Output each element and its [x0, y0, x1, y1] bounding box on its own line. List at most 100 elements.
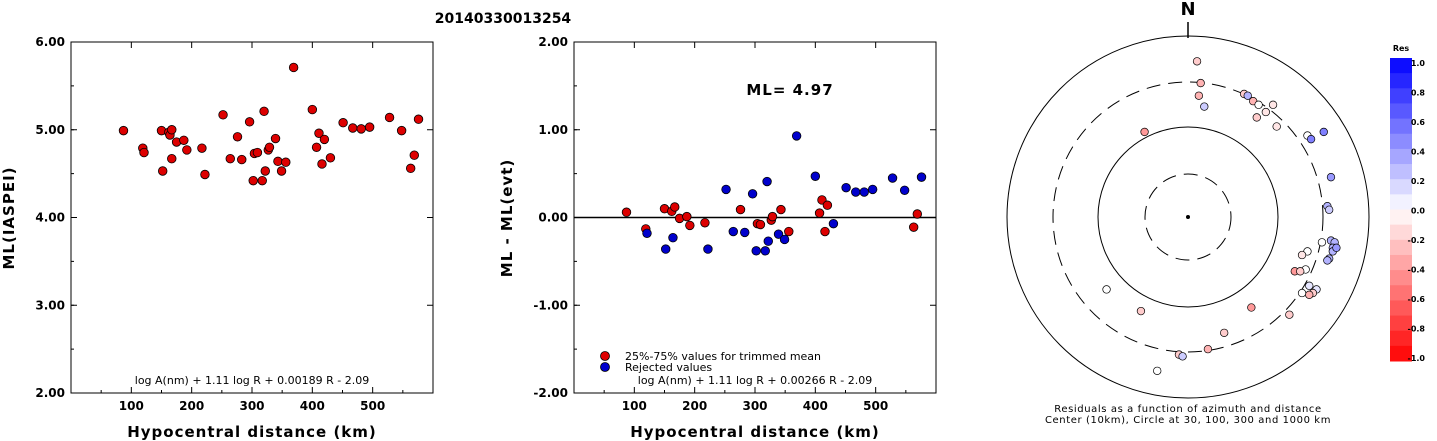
- p2-point-s1: [762, 176, 772, 187]
- p1-point-s0: [317, 159, 327, 169]
- polar-point: [1297, 288, 1307, 298]
- polar-caption-2: Center (10km), Circle at 30, 100, 300 an…: [1045, 415, 1331, 426]
- p2-point-s0: [755, 219, 766, 230]
- p1-point-s0: [232, 132, 243, 142]
- p2-point-s0: [814, 208, 825, 218]
- outer-circle: [1006, 35, 1370, 399]
- colorbar-tick-label: 1.0: [1411, 59, 1426, 68]
- p1-xtick-label: 200: [179, 399, 204, 413]
- colorbar-title: Res: [1393, 44, 1410, 53]
- p1-ytick-label: 5.00: [35, 123, 65, 137]
- colorbar-swatch: [1390, 118, 1412, 135]
- colorbar-swatch: [1390, 164, 1412, 180]
- colorbar-swatch: [1390, 88, 1412, 104]
- p1-point-s0: [311, 142, 322, 153]
- polar-point: [1254, 100, 1263, 109]
- p2-point-s0: [822, 200, 833, 210]
- polar-point: [1261, 107, 1270, 117]
- p2-xtick-label: 400: [803, 399, 828, 413]
- p1-point-s0: [270, 133, 281, 144]
- p2-ytick-label: -1.00: [533, 298, 568, 312]
- p1-point-s0: [252, 147, 263, 158]
- p1-ytick-label: 6.00: [35, 35, 65, 49]
- colorbar-swatch: [1390, 285, 1412, 301]
- polar-point: [1305, 290, 1314, 299]
- polar-point: [1196, 78, 1205, 88]
- polar-caption-1: Residuals as a function of azimuth and d…: [1054, 404, 1322, 415]
- p1-xtick-label: 300: [239, 399, 264, 413]
- colorbar-tick-label: 0.2: [1411, 177, 1425, 186]
- legend-label-trimmed: 25%-75% values for trimmed mean: [625, 350, 821, 363]
- p2-point-s0: [685, 220, 695, 231]
- p2-point-s0: [682, 211, 692, 222]
- p1-ytick-label: 3.00: [35, 298, 65, 312]
- p2-ytick-label: 1.00: [538, 123, 568, 137]
- ml-annotation: ML= 4.97: [746, 81, 833, 99]
- colorbar-swatch: [1390, 254, 1412, 271]
- colorbar-swatch: [1390, 224, 1412, 241]
- p1-point-s0: [319, 134, 330, 145]
- legend-marker-rejected: [600, 362, 610, 372]
- p2-point-s1: [867, 184, 878, 195]
- p2-point-s0: [767, 211, 778, 222]
- polar-point: [1305, 281, 1314, 290]
- colorbar-swatch: [1390, 58, 1412, 74]
- legend: 25%-75% values for trimmed mean Rejected…: [600, 350, 821, 374]
- p1-y-axis-label: ML(IASPEI): [0, 166, 18, 269]
- p1-point-s0: [288, 62, 299, 73]
- p1-point-s0: [314, 128, 324, 138]
- p1-point-s0: [259, 106, 269, 117]
- colorbar-swatch: [1390, 148, 1412, 165]
- polar-point: [1247, 303, 1256, 312]
- legend-marker-trimmed: [600, 351, 610, 361]
- polar-point: [1272, 122, 1281, 131]
- p1-point-s0: [237, 154, 247, 165]
- p1-point-s0: [364, 122, 375, 132]
- colorbar-tick-label: -0.8: [1408, 325, 1426, 334]
- p2-point-s0: [735, 204, 746, 215]
- p2-point-s1: [851, 187, 861, 197]
- colorbar-tick-label: 0.4: [1411, 148, 1426, 157]
- polar-point: [1153, 366, 1162, 376]
- polar-point: [1194, 91, 1204, 100]
- p1-point-s0: [167, 154, 177, 164]
- p2-point-s1: [791, 131, 802, 141]
- p2-point-s1: [899, 185, 910, 195]
- p2-formula: log A(nm) + 1.11 log R + 0.00266 R - 2.0…: [638, 374, 872, 387]
- p1-point-s0: [182, 145, 192, 155]
- polar-point: [1203, 344, 1213, 354]
- polar-point: [1140, 127, 1149, 137]
- p2-point-s0: [908, 222, 919, 232]
- colorbar-swatch: [1390, 239, 1412, 256]
- p1-point-s0: [264, 142, 275, 153]
- p2-point-s1: [887, 173, 898, 183]
- colorbar-tick-label: -0.4: [1408, 266, 1426, 275]
- p2-point-s1: [642, 228, 652, 238]
- p1-point-s0: [200, 169, 210, 180]
- colorbar-swatch: [1390, 194, 1412, 210]
- colorbar-swatch: [1390, 103, 1412, 120]
- polar-point: [1306, 135, 1316, 144]
- p1-xtick-label: 400: [300, 399, 325, 413]
- p1-point-s0: [257, 175, 267, 186]
- p2-point-s1: [859, 187, 869, 197]
- polar-point: [1326, 173, 1336, 182]
- p1-point-s0: [118, 125, 129, 136]
- p2-point-s1: [779, 234, 790, 245]
- colorbar-tick-label: -0.2: [1408, 236, 1426, 245]
- colorbar-swatch: [1390, 73, 1412, 89]
- p2-point-s1: [773, 229, 784, 239]
- polar-point: [1325, 205, 1334, 214]
- p2-ytick-label: 0.00: [538, 211, 568, 225]
- polar-point: [1268, 100, 1278, 109]
- p1-point-s0: [409, 150, 419, 160]
- p1-point-s0: [218, 110, 228, 120]
- colorbar-swatch: [1390, 330, 1412, 347]
- colorbar: Res 1.0 0.8 0.6 0.4 0.2 0.0 -0.2 -0.4 -0.6 -0.8 -1…: [1390, 44, 1425, 363]
- p2-point-s1: [916, 172, 927, 182]
- p2-xtick-label: 200: [682, 399, 707, 413]
- polar-point: [1178, 352, 1187, 361]
- center-dot: [1186, 215, 1190, 219]
- p2-point-s1: [728, 226, 738, 237]
